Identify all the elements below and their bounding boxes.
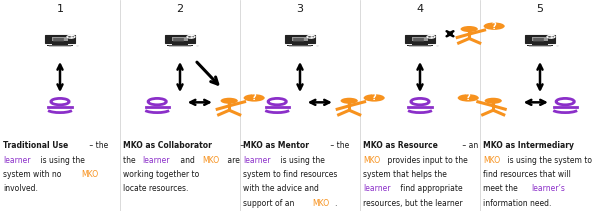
Text: learner’s: learner’s — [531, 184, 565, 193]
FancyBboxPatch shape — [47, 45, 73, 46]
Text: learner: learner — [3, 156, 31, 165]
Circle shape — [341, 98, 358, 104]
Circle shape — [556, 98, 574, 105]
Text: MKO as Mentor: MKO as Mentor — [243, 141, 309, 150]
Text: support of an: support of an — [243, 199, 297, 208]
Circle shape — [67, 35, 75, 38]
FancyBboxPatch shape — [52, 37, 68, 41]
FancyBboxPatch shape — [285, 35, 315, 43]
FancyBboxPatch shape — [165, 35, 195, 43]
Text: MKO: MKO — [483, 156, 500, 165]
FancyBboxPatch shape — [532, 44, 548, 45]
Circle shape — [316, 45, 319, 46]
Text: with the advice and: with the advice and — [243, 184, 319, 193]
Text: MKO: MKO — [203, 156, 220, 165]
Circle shape — [148, 98, 166, 105]
FancyBboxPatch shape — [527, 45, 553, 46]
Text: MKO: MKO — [313, 199, 329, 208]
Text: 2: 2 — [176, 4, 184, 14]
Text: ?: ? — [252, 93, 257, 102]
Text: MKO: MKO — [363, 156, 380, 165]
Text: $: $ — [550, 34, 553, 39]
Text: the: the — [123, 156, 138, 165]
FancyBboxPatch shape — [52, 44, 68, 45]
Text: $: $ — [190, 34, 193, 39]
Text: MKO as Collaborator: MKO as Collaborator — [123, 141, 212, 150]
Text: provides input to the: provides input to the — [385, 156, 468, 165]
Text: MKO as Intermediary: MKO as Intermediary — [483, 141, 574, 150]
FancyBboxPatch shape — [292, 44, 308, 45]
FancyBboxPatch shape — [407, 45, 433, 46]
Text: – an: – an — [460, 141, 478, 150]
Text: ?: ? — [466, 93, 470, 102]
Text: learner: learner — [243, 156, 271, 165]
FancyBboxPatch shape — [172, 44, 188, 45]
Text: locate resources.: locate resources. — [123, 184, 188, 193]
Text: Traditional Use: Traditional Use — [3, 141, 68, 150]
Text: is using the: is using the — [278, 156, 325, 165]
Circle shape — [461, 26, 478, 32]
Text: MKO as Resource: MKO as Resource — [363, 141, 438, 150]
Text: is using the system to: is using the system to — [505, 156, 592, 165]
Circle shape — [196, 45, 199, 46]
Text: $: $ — [70, 34, 73, 39]
FancyBboxPatch shape — [412, 37, 428, 41]
Text: learner: learner — [363, 184, 391, 193]
Text: are: are — [225, 156, 239, 165]
Text: .: . — [334, 199, 337, 208]
Circle shape — [427, 35, 435, 38]
Circle shape — [556, 45, 559, 46]
Circle shape — [244, 94, 265, 102]
Circle shape — [411, 98, 429, 105]
Circle shape — [458, 94, 479, 102]
FancyBboxPatch shape — [287, 45, 313, 46]
Text: 3: 3 — [296, 4, 304, 14]
FancyBboxPatch shape — [405, 35, 435, 43]
Circle shape — [268, 98, 286, 105]
Text: ?: ? — [492, 22, 497, 31]
Text: find appropriate: find appropriate — [398, 184, 463, 193]
Text: system with no: system with no — [3, 170, 64, 179]
Text: – the: – the — [87, 141, 109, 150]
FancyBboxPatch shape — [412, 44, 428, 45]
Text: – the: – the — [328, 141, 349, 150]
Text: 5: 5 — [536, 4, 544, 14]
Text: $: $ — [310, 34, 313, 39]
Text: resources, but the learner: resources, but the learner — [363, 199, 463, 208]
FancyBboxPatch shape — [525, 35, 555, 43]
Text: working together to: working together to — [123, 170, 199, 179]
Circle shape — [51, 98, 69, 105]
FancyBboxPatch shape — [292, 37, 308, 41]
Circle shape — [187, 35, 195, 38]
Text: $: $ — [430, 34, 433, 39]
Circle shape — [76, 45, 79, 46]
Text: is using the: is using the — [38, 156, 85, 165]
Circle shape — [547, 35, 555, 38]
Text: 4: 4 — [416, 4, 424, 14]
FancyBboxPatch shape — [167, 45, 193, 46]
FancyBboxPatch shape — [532, 37, 548, 41]
Circle shape — [485, 98, 502, 104]
Circle shape — [221, 98, 238, 104]
Text: and: and — [178, 156, 197, 165]
Text: ?: ? — [372, 93, 377, 102]
Circle shape — [364, 94, 385, 102]
Text: find resources that will: find resources that will — [483, 170, 571, 179]
Text: meet the: meet the — [483, 184, 520, 193]
Circle shape — [484, 22, 505, 30]
Circle shape — [436, 45, 439, 46]
Text: system to find resources: system to find resources — [243, 170, 337, 179]
Text: MKO: MKO — [82, 170, 98, 179]
Text: system that helps the: system that helps the — [363, 170, 447, 179]
Text: 1: 1 — [56, 4, 64, 14]
Text: involved.: involved. — [3, 184, 38, 193]
Text: –: – — [238, 141, 244, 150]
Circle shape — [307, 35, 315, 38]
FancyBboxPatch shape — [172, 37, 188, 41]
FancyBboxPatch shape — [45, 35, 75, 43]
Text: information need.: information need. — [483, 199, 551, 208]
Text: learner: learner — [142, 156, 170, 165]
